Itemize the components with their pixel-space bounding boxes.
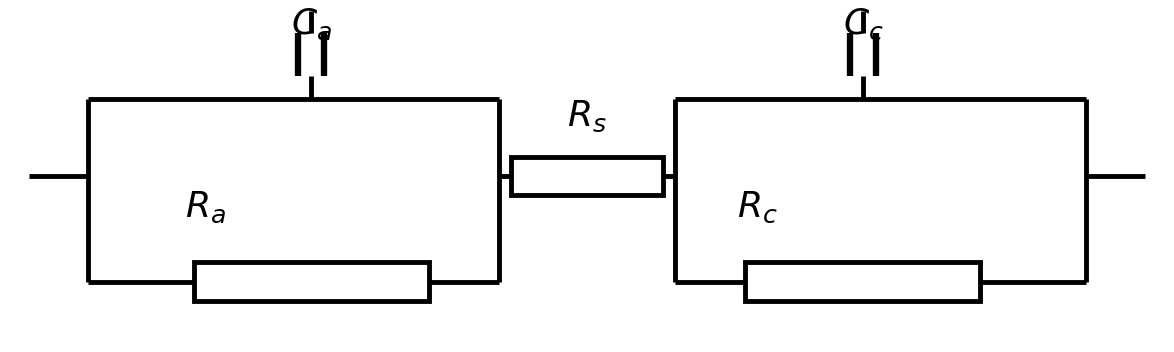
Bar [745, 262, 980, 301]
Bar [194, 262, 429, 301]
Text: $C_c$: $C_c$ [843, 7, 883, 42]
Text: $R_s$: $R_s$ [567, 99, 607, 134]
Text: $R_c$: $R_c$ [737, 190, 777, 225]
Bar [511, 157, 663, 195]
Text: $C_a$: $C_a$ [291, 7, 331, 42]
Text: $R_a$: $R_a$ [185, 190, 225, 225]
